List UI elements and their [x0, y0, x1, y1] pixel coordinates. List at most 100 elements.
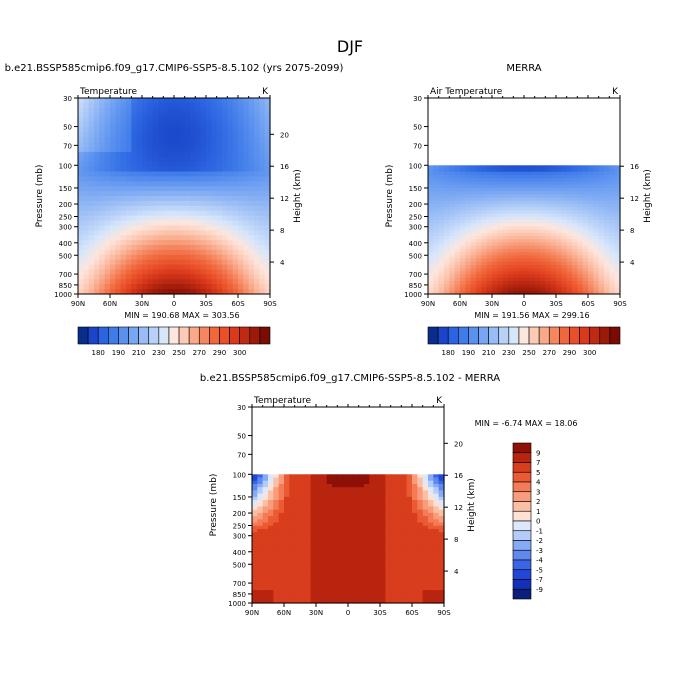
field-cell — [460, 248, 466, 253]
field-cell — [545, 203, 552, 208]
field-cell — [337, 538, 344, 543]
field-cell — [593, 194, 600, 199]
field-cell — [273, 480, 280, 485]
field-cell — [227, 186, 234, 192]
field-cell — [259, 264, 266, 271]
field-cell — [88, 230, 95, 236]
field-cell — [206, 284, 212, 290]
field-cell — [486, 171, 493, 176]
field-cell — [540, 261, 546, 266]
field-cell — [465, 194, 472, 199]
field-cell — [190, 181, 196, 187]
field-cell — [486, 194, 493, 199]
field-cell — [390, 483, 397, 488]
field-cell — [460, 290, 466, 295]
field-cell — [200, 269, 207, 275]
field-cell — [572, 252, 578, 256]
field-cell — [184, 249, 191, 256]
field-cell — [454, 178, 461, 182]
field-cell — [158, 249, 164, 256]
field-cell — [534, 268, 541, 273]
field-cell — [502, 184, 509, 189]
field-cell — [470, 191, 477, 195]
field-cell — [470, 200, 477, 205]
field-cell — [147, 191, 154, 197]
field-cell — [582, 229, 589, 234]
field-cell — [99, 269, 106, 275]
field-cell — [232, 147, 239, 153]
field-cell — [582, 258, 589, 263]
field-cell — [195, 249, 202, 256]
field-cell — [259, 191, 266, 197]
field-cell — [556, 268, 562, 273]
field-cell — [518, 194, 525, 199]
field-cell — [524, 248, 530, 253]
field-cell — [216, 132, 223, 138]
colorbar-box — [118, 326, 129, 345]
field-cell — [524, 229, 530, 234]
field-cell — [353, 580, 360, 585]
field-cell — [529, 213, 536, 218]
field-cell — [332, 519, 338, 524]
field-cell — [492, 290, 498, 295]
field-cell — [252, 593, 258, 598]
field-cell — [422, 474, 429, 479]
field-cell — [449, 281, 456, 285]
field-cell — [206, 191, 212, 197]
field-cell — [211, 142, 218, 148]
field-cell — [142, 225, 148, 231]
field-cell — [476, 232, 482, 237]
field-cell — [142, 240, 148, 246]
field-cell — [433, 219, 440, 224]
field-cell — [268, 574, 274, 578]
field-cell — [94, 98, 100, 104]
field-cell — [374, 474, 381, 479]
field-cell — [238, 98, 244, 104]
field-cell — [529, 168, 536, 173]
field-cell — [577, 290, 584, 295]
field-cell — [211, 161, 218, 168]
field-cell — [422, 596, 429, 601]
field-cell — [598, 252, 605, 256]
field-cell — [497, 207, 504, 211]
field-cell — [252, 474, 258, 479]
field-cell — [385, 506, 392, 511]
field-cell — [216, 215, 223, 222]
field-cell — [374, 574, 381, 578]
field-cell — [534, 277, 541, 282]
field-cell — [232, 176, 239, 182]
field-cell — [232, 122, 239, 128]
field-cell — [438, 522, 445, 527]
field-cell — [238, 215, 244, 222]
field-cell — [561, 287, 568, 292]
field-cell — [438, 171, 445, 176]
field-cell — [94, 230, 100, 236]
field-cell — [195, 254, 202, 261]
field-cell — [433, 522, 440, 527]
field-cell — [300, 545, 306, 549]
field-cell — [438, 184, 445, 189]
field-cell — [216, 259, 223, 266]
field-cell — [566, 265, 573, 269]
field-cell — [348, 512, 354, 517]
field-cell — [254, 171, 260, 177]
field-cell — [142, 279, 148, 285]
field-cell — [110, 171, 116, 177]
field-cell — [115, 98, 122, 104]
field-cell — [152, 112, 159, 119]
field-cell — [216, 122, 223, 128]
field-cell — [353, 596, 360, 601]
field-cell — [316, 516, 322, 520]
field-cell — [348, 500, 354, 504]
field-cell — [252, 590, 258, 594]
field-cell — [369, 583, 376, 588]
field-cell — [264, 240, 271, 246]
field-cell — [179, 215, 186, 222]
field-cell — [232, 210, 239, 217]
field-cell — [358, 474, 365, 479]
field-cell — [206, 225, 212, 231]
field-cell — [385, 496, 392, 501]
field-cell — [310, 586, 317, 591]
field-cell — [211, 225, 218, 231]
field-cell — [353, 522, 360, 527]
